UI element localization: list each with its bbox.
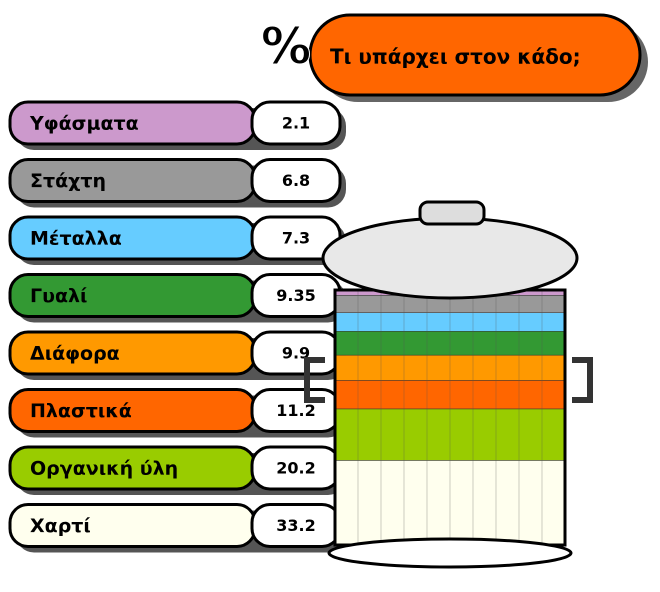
category-label: Γυαλί [30, 285, 87, 307]
category-label: Πλαστικά [30, 400, 132, 422]
category-label: Υφάσματα [29, 113, 139, 135]
category-label: Διάφορα [30, 343, 120, 365]
legend: Υφάσματα 2.1 Στάχτη 6.8 Μέταλλα 7.3 Γυαλί 9.35 Δ… [10, 102, 346, 553]
category-label: Οργανική ύλη [30, 458, 178, 480]
bin-base [329, 539, 571, 567]
value-label: 7.3 [282, 229, 310, 248]
bin [307, 202, 590, 567]
value-label: 9.35 [276, 286, 315, 305]
value-label: 33.2 [276, 516, 315, 535]
category-label: Χαρτί [30, 515, 91, 537]
category-label: Μέταλλα [30, 228, 122, 250]
value-label: 6.8 [282, 171, 310, 190]
unit-symbol: % [261, 18, 311, 76]
bin-knob [420, 202, 484, 224]
value-label: 11.2 [276, 401, 315, 420]
bin-lid [323, 218, 577, 298]
header: % Τι υπάρχει στον κάδο; [261, 15, 648, 102]
infographic: % Τι υπάρχει στον κάδο; Υφάσματα 2.1 Στάχτ… [0, 0, 660, 592]
chart-title: Τι υπάρχει στον κάδο; [330, 45, 581, 69]
category-label: Στάχτη [30, 170, 106, 192]
value-label: 2.1 [282, 114, 310, 133]
value-label: 20.2 [276, 459, 315, 478]
